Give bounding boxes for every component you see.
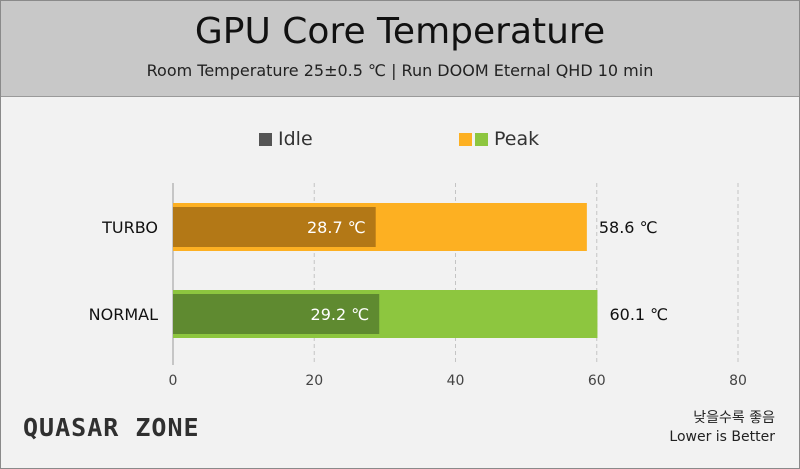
note-english: Lower is Better — [669, 429, 775, 445]
data-label-idle: 29.2 ℃ — [311, 305, 370, 324]
legend-idle-label: Idle — [278, 128, 313, 150]
x-tick-label: 0 — [169, 373, 178, 389]
legend-idle: Idle — [259, 127, 313, 151]
footer-note: 낮을수록 좋음 Lower is Better — [669, 409, 775, 447]
chart-title: GPU Core Temperature — [194, 11, 606, 52]
note-korean: 낮을수록 좋음 — [693, 410, 775, 426]
x-tick-label: 40 — [447, 373, 465, 389]
x-tick-label: 60 — [588, 373, 606, 389]
legend-peak-label: Peak — [494, 128, 540, 150]
legend-idle-swatch — [259, 132, 272, 146]
data-label-idle: 28.7 ℃ — [307, 218, 366, 237]
legend-peak: Peak — [459, 127, 539, 151]
category-label: NORMAL — [89, 305, 158, 324]
legend-peak-swatch-green — [475, 132, 488, 146]
bar-idle-turbo — [173, 207, 376, 247]
chart-header: GPU Core Temperature Room Temperature 25… — [1, 1, 799, 97]
legend-peak-swatch-orange — [459, 132, 472, 146]
bar-idle-normal — [173, 294, 380, 334]
data-label-peak: 58.6 ℃ — [599, 218, 658, 237]
category-label: TURBO — [101, 218, 158, 237]
brand-logo: QUASAR ZONE — [23, 413, 200, 442]
chart-subtitle: Room Temperature 25±0.5 ℃ | Run DOOM Ete… — [146, 61, 654, 80]
x-tick-label: 20 — [305, 373, 323, 389]
x-tick-label: 80 — [729, 373, 747, 389]
data-label-peak: 60.1 ℃ — [609, 305, 668, 324]
